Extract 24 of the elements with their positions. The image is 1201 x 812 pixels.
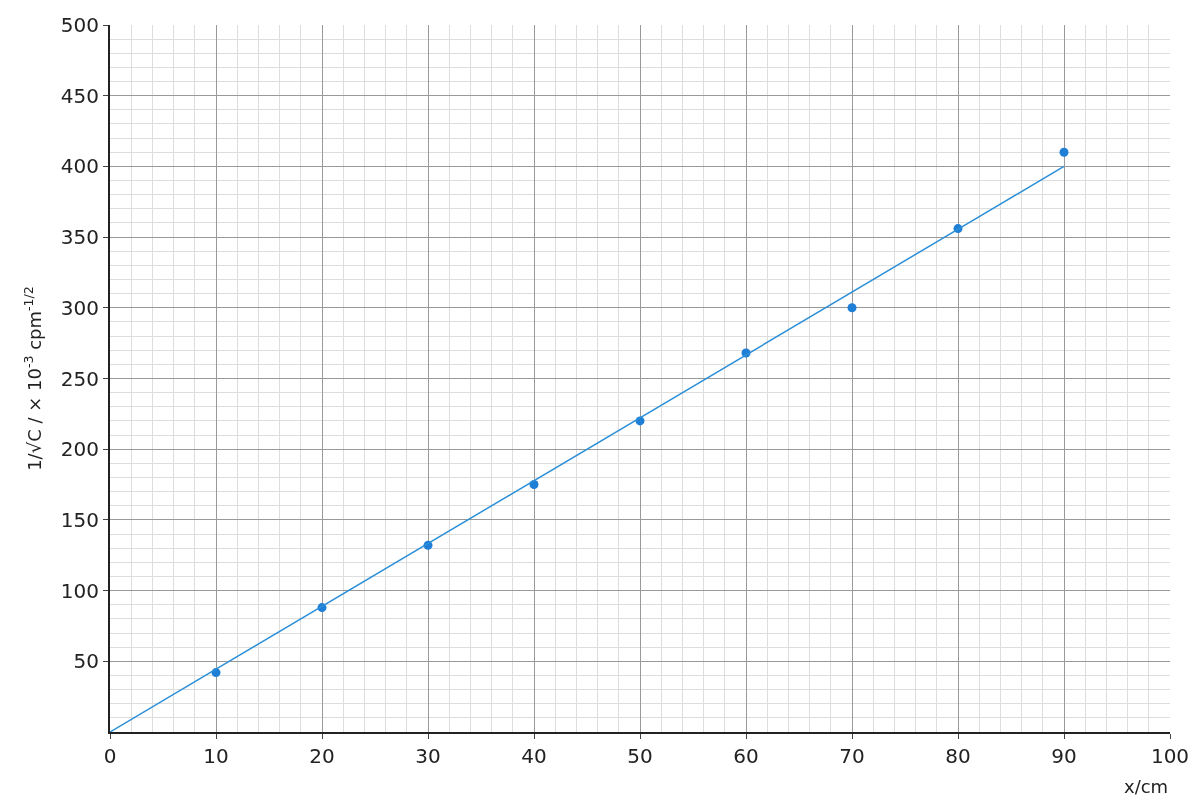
x-tick-label: 70 <box>839 744 865 768</box>
y-tick-label: 100 <box>60 578 99 603</box>
y-tick-label: 200 <box>60 437 99 462</box>
y-tick-label: 50 <box>73 649 99 674</box>
y-tick-label: 500 <box>60 13 99 37</box>
x-axis-title: x/cm <box>1124 776 1169 797</box>
x-tick-label: 50 <box>627 744 653 768</box>
x-tick-label: 100 <box>1150 744 1190 768</box>
y-tick-label: 150 <box>60 507 99 532</box>
x-tick-label: 90 <box>1051 744 1077 768</box>
point <box>1059 147 1069 157</box>
x-tick-label: 40 <box>521 744 547 768</box>
x-tick-label: 30 <box>415 744 441 768</box>
x-tick-label: 80 <box>945 744 971 768</box>
y-tick-label: 350 <box>60 225 99 250</box>
y-tick-label: 400 <box>60 154 99 179</box>
y-tick-label: 450 <box>60 83 99 108</box>
x-tick-label: 0 <box>103 744 117 768</box>
x-tick-label: 10 <box>203 744 229 768</box>
x-tick-label: 60 <box>733 744 759 768</box>
x-tick-label: 20 <box>309 744 335 768</box>
point <box>847 303 857 313</box>
y-tick-label: 250 <box>60 366 99 391</box>
y-tick-label: 300 <box>60 295 99 320</box>
